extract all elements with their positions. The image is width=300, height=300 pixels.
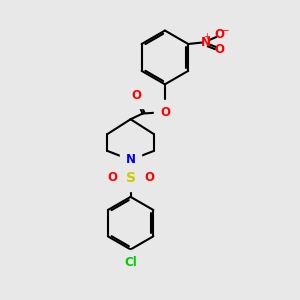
Text: +: +	[203, 32, 210, 41]
Text: O: O	[107, 171, 117, 184]
Text: O: O	[214, 28, 224, 40]
Text: O: O	[160, 106, 170, 118]
Text: N: N	[126, 153, 136, 167]
Text: N: N	[201, 36, 211, 49]
Text: −: −	[220, 25, 228, 34]
Text: O: O	[214, 44, 224, 56]
Text: Cl: Cl	[124, 256, 137, 269]
Text: S: S	[126, 171, 136, 185]
Text: O: O	[131, 89, 141, 103]
Text: O: O	[144, 171, 154, 184]
